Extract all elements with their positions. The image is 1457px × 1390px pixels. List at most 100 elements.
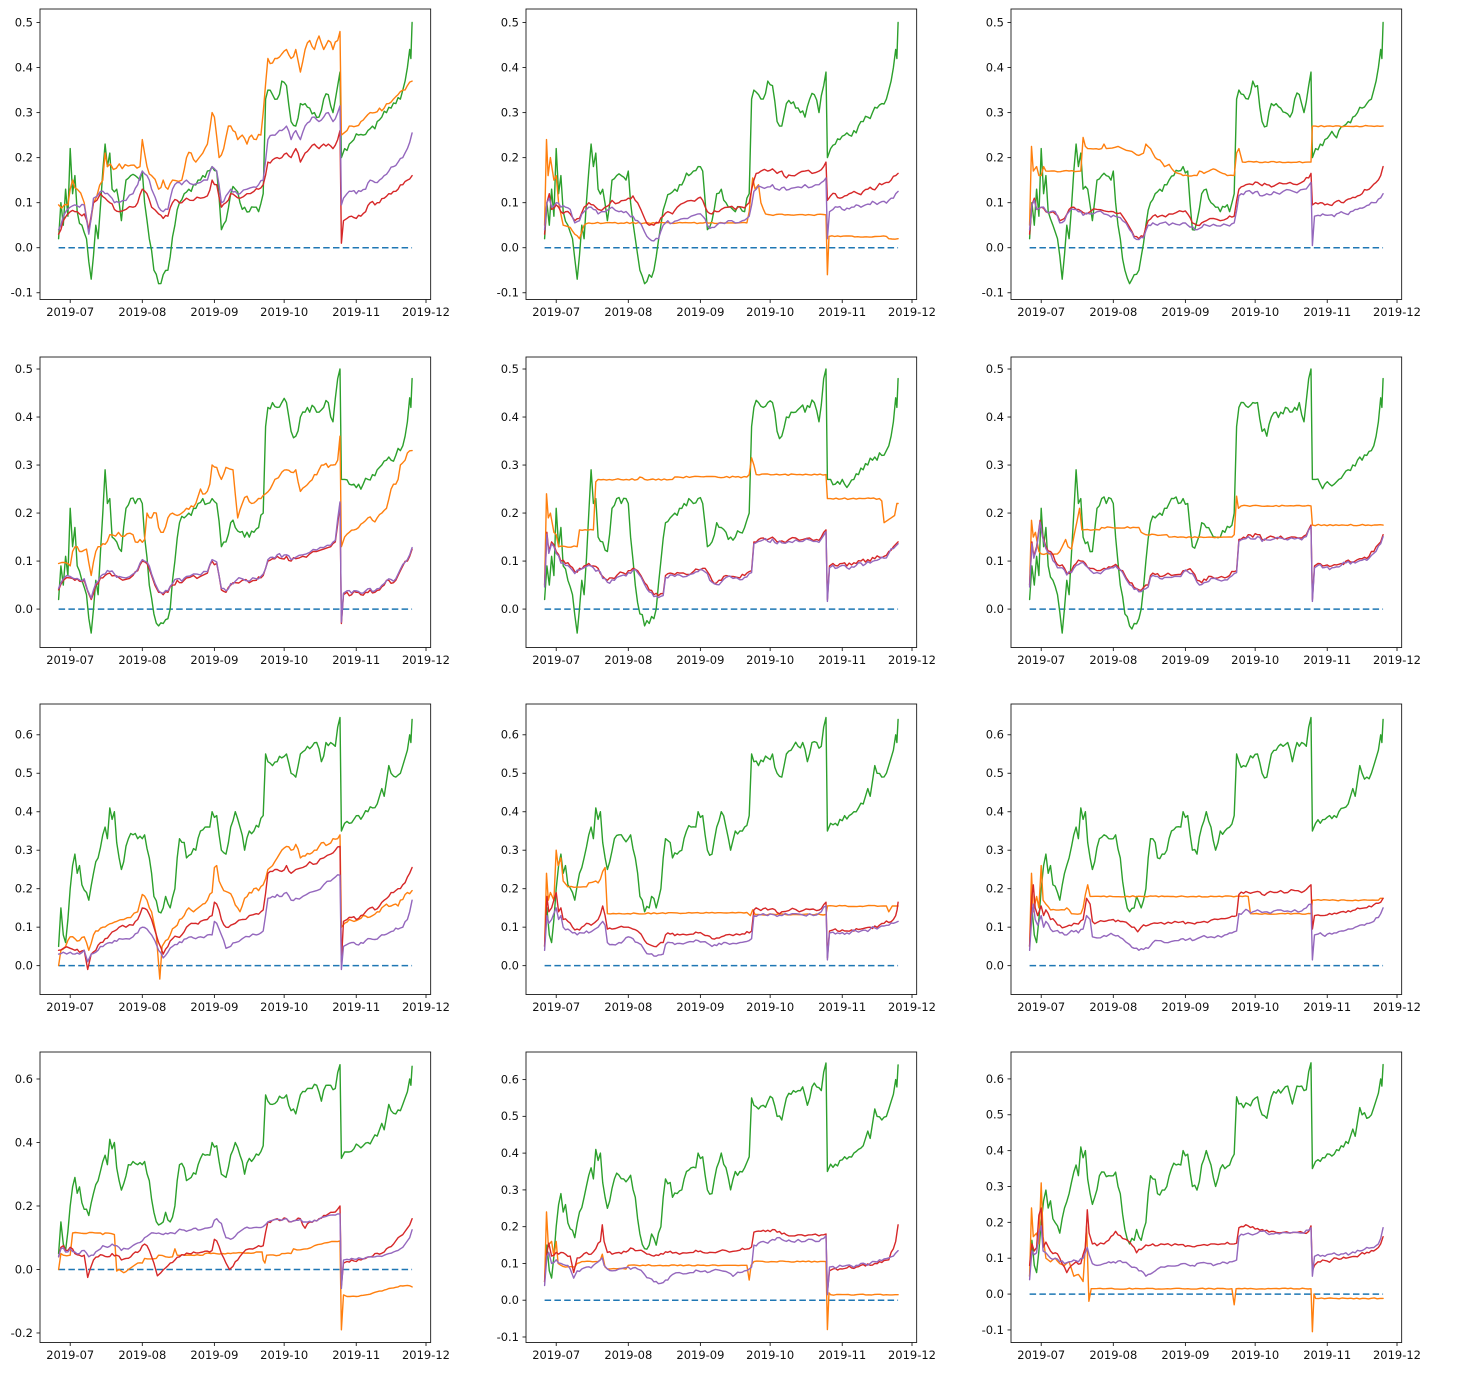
r4c1-series-green bbox=[57, 1063, 413, 1254]
r1c1-y-tick-label: -0.1 bbox=[11, 286, 33, 300]
r1c2-x-tick-label: 2019-10 bbox=[746, 305, 794, 319]
r3c3-y-tick-label: 0.3 bbox=[986, 843, 1004, 857]
r2c3-x-tick-label: 2019-09 bbox=[1162, 652, 1210, 666]
r4c1-y-tick-label: -0.2 bbox=[11, 1325, 33, 1339]
r1c3-x-tick-label: 2019-07 bbox=[1018, 305, 1066, 319]
r1c3-y-tick-label: -0.1 bbox=[982, 286, 1004, 300]
r4c2-x-tick-label: 2019-10 bbox=[746, 1347, 794, 1361]
r4c3-series-green bbox=[1029, 1061, 1385, 1277]
r3c2-series-purple bbox=[543, 905, 899, 961]
r3c2-y-tick-label: 0.4 bbox=[500, 805, 518, 819]
r4c3-x-tick-label: 2019-10 bbox=[1231, 1347, 1279, 1361]
r2c1-y-tick-label: 0.5 bbox=[15, 361, 33, 375]
r3c3-y-tick-label: 0.4 bbox=[986, 805, 1004, 819]
r2c2-series-green bbox=[543, 367, 899, 634]
r3c2-y-tick-label: 0.3 bbox=[500, 843, 518, 857]
r2c3-x-tick-label: 2019-08 bbox=[1090, 652, 1138, 666]
r2c3-y-tick-label: 0.4 bbox=[986, 409, 1004, 423]
r4c3-series-orange bbox=[1029, 1181, 1385, 1332]
r4c3-y-tick-label: 0.1 bbox=[986, 1251, 1004, 1265]
r3c3-series-purple bbox=[1029, 903, 1385, 961]
r1c2-x-tick-label: 2019-08 bbox=[604, 305, 652, 319]
r4c2-x-tick-label: 2019-09 bbox=[676, 1347, 724, 1361]
r2c2-x-tick-label: 2019-09 bbox=[676, 652, 724, 666]
r2c2-y-tick-label: 0.4 bbox=[500, 409, 518, 423]
r2c3-axes-spines bbox=[1010, 356, 1403, 648]
r3c1-y-tick-label: 0.4 bbox=[15, 805, 33, 819]
r4c2-series-purple bbox=[543, 1234, 899, 1295]
r1c3-y-tick-label: 0.3 bbox=[986, 105, 1004, 119]
subplot-r2c1: 0.0 0.1 0.2 0.3 0.4 0.5 2019-07 2019-08 2019-09 2… bbox=[15, 356, 450, 666]
r4c2-series-green bbox=[543, 1061, 899, 1282]
subplot-r3c2: 0.0 0.1 0.2 0.3 0.4 0.5 0.6 2019-07 2019-08 2019-… bbox=[500, 703, 936, 1014]
r2c1-x-tick-label: 2019-07 bbox=[46, 652, 94, 666]
r3c3-y-tick-label: 0.5 bbox=[986, 766, 1004, 780]
r1c1-y-tick-label: 0.3 bbox=[15, 105, 33, 119]
r1c3-series-green bbox=[1029, 21, 1385, 285]
r3c1-x-tick-label: 2019-12 bbox=[402, 1000, 450, 1014]
r2c1-y-tick-label: 0.3 bbox=[15, 457, 33, 471]
r1c2-series-purple bbox=[543, 177, 899, 242]
r2c3-x-tick-label: 2019-12 bbox=[1373, 652, 1421, 666]
r2c3-series-red bbox=[1029, 519, 1385, 600]
r4c3-x-tick-label: 2019-11 bbox=[1304, 1347, 1352, 1361]
r3c2-x-tick-label: 2019-08 bbox=[604, 1000, 652, 1014]
r2c3-x-tick-label: 2019-11 bbox=[1304, 652, 1352, 666]
r2c3-y-tick-label: 0.2 bbox=[986, 505, 1004, 519]
r3c3-y-tick-label: 0.6 bbox=[986, 728, 1004, 742]
r1c1-x-tick-label: 2019-09 bbox=[190, 305, 238, 319]
r4c3-x-tick-label: 2019-08 bbox=[1090, 1347, 1138, 1361]
r1c2-y-tick-label: 0.4 bbox=[500, 60, 518, 74]
r1c1-x-tick-label: 2019-12 bbox=[402, 305, 450, 319]
r3c2-x-tick-label: 2019-12 bbox=[888, 1000, 936, 1014]
r4c2-y-tick-label: 0.5 bbox=[500, 1109, 518, 1123]
subplot-r1c3: -0.1 0.0 0.1 0.2 0.3 0.4 0.5 2019-07 2019-08 2019… bbox=[982, 8, 1421, 319]
r3c1-y-tick-label: 0.6 bbox=[15, 728, 33, 742]
r1c1-x-tick-label: 2019-10 bbox=[260, 305, 308, 319]
r1c2-y-tick-label: -0.1 bbox=[496, 286, 518, 300]
r2c2-y-tick-label: 0.1 bbox=[500, 553, 518, 567]
r3c2-y-tick-label: 0.2 bbox=[500, 882, 518, 896]
r3c1-x-tick-label: 2019-09 bbox=[190, 1000, 238, 1014]
r1c1-x-tick-label: 2019-11 bbox=[332, 305, 380, 319]
r3c3-y-tick-label: 0.2 bbox=[986, 882, 1004, 896]
r3c1-y-tick-label: 0.5 bbox=[15, 766, 33, 780]
r3c3-y-tick-label: 0.0 bbox=[986, 959, 1004, 973]
r3c3-axes-spines bbox=[1010, 703, 1403, 995]
r4c3-y-tick-label: 0.0 bbox=[986, 1286, 1004, 1300]
r1c3-y-tick-label: 0.2 bbox=[986, 151, 1004, 165]
r2c2-x-tick-label: 2019-08 bbox=[604, 652, 652, 666]
r1c1-series-orange bbox=[57, 30, 413, 231]
r2c1-y-tick-label: 0.0 bbox=[15, 601, 33, 615]
r1c3-series-purple bbox=[1029, 181, 1385, 247]
r4c2-y-tick-label: 0.6 bbox=[500, 1072, 518, 1086]
r3c1-series-red bbox=[57, 845, 413, 971]
r2c2-y-tick-label: 0.2 bbox=[500, 505, 518, 519]
r2c3-y-tick-label: 0.3 bbox=[986, 457, 1004, 471]
r4c2-y-tick-label: 0.0 bbox=[500, 1293, 518, 1307]
r4c1-y-tick-label: 0.4 bbox=[15, 1135, 33, 1149]
r4c1-x-tick-label: 2019-12 bbox=[402, 1347, 450, 1361]
r4c2-x-tick-label: 2019-11 bbox=[818, 1347, 866, 1361]
r2c2-y-tick-label: 0.5 bbox=[500, 361, 518, 375]
r4c2-y-tick-label: 0.2 bbox=[500, 1219, 518, 1233]
r3c2-y-tick-label: 0.6 bbox=[500, 728, 518, 742]
r4c3-series-purple bbox=[1029, 1224, 1385, 1280]
r3c3-x-tick-label: 2019-12 bbox=[1373, 1000, 1421, 1014]
r1c3-y-tick-label: 0.5 bbox=[986, 15, 1004, 29]
r2c2-x-tick-label: 2019-12 bbox=[888, 652, 936, 666]
r2c2-x-tick-label: 2019-07 bbox=[532, 652, 580, 666]
r2c1-series-purple bbox=[57, 500, 413, 623]
r2c3-series-purple bbox=[1029, 521, 1385, 602]
r2c1-y-tick-label: 0.2 bbox=[15, 505, 33, 519]
r3c1-y-tick-label: 0.1 bbox=[15, 920, 33, 934]
r3c3-y-tick-label: 0.1 bbox=[986, 920, 1004, 934]
r3c2-x-tick-label: 2019-07 bbox=[532, 1000, 580, 1014]
r4c1-series-purple bbox=[57, 1212, 413, 1289]
r4c2-axes-spines bbox=[525, 1051, 917, 1343]
r1c3-y-tick-label: 0.4 bbox=[986, 60, 1004, 74]
r2c1-y-tick-label: 0.1 bbox=[15, 553, 33, 567]
r2c2-y-tick-label: 0.0 bbox=[500, 601, 518, 615]
r1c2-series-green bbox=[543, 21, 899, 285]
r4c1-x-tick-label: 2019-07 bbox=[46, 1347, 94, 1361]
